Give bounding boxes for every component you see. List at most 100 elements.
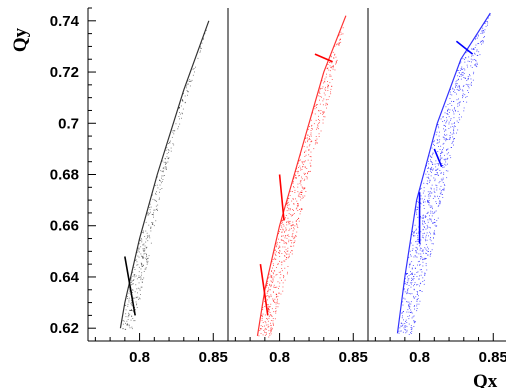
scatter-point [298,194,300,196]
scatter-point [157,204,159,206]
scatter-point [324,88,326,90]
scatter-point [444,158,446,160]
scatter-point [456,80,458,81]
scatter-point [301,208,303,210]
scatter-point [319,120,321,122]
scatter-point [413,289,415,291]
scatter-point [178,126,179,128]
scatter-point [299,209,300,210]
scatter-point [419,300,421,302]
scatter-point [331,79,333,80]
scatter-point [146,254,147,256]
scatter-point [413,235,415,237]
scatter-point [268,287,269,289]
scatter-point [411,317,413,319]
scatter-point [299,159,301,161]
scatter-point [443,158,445,160]
scatter-point [410,271,411,273]
scatter-point [481,30,483,32]
scatter-point [288,209,290,211]
scatter-point [298,170,299,172]
scatter-point [147,257,149,259]
scatter-point [136,304,137,306]
scatter-point [146,263,148,265]
scatter-point [340,41,342,43]
scatter-point [459,101,461,103]
scatter-point [484,36,485,37]
scatter-point [135,301,137,303]
scatter-point [126,320,128,322]
scatter-point [474,52,475,54]
scatter-point [309,156,311,157]
scatter-point [327,67,329,69]
scatter-point [150,206,152,208]
scatter-point [316,104,317,106]
scatter-point [278,271,280,273]
scatter-point [297,172,299,174]
scatter-point [342,33,344,35]
scatter-point [315,119,317,121]
scatter-point [445,122,447,124]
scatter-point [301,169,303,170]
scatter-point [469,61,471,62]
scatter-point [446,113,448,115]
scatter-point [445,126,446,127]
scatter-point [162,179,164,180]
scatter-point [271,275,273,277]
scatter-point [279,250,281,252]
scatter-point [432,164,433,165]
scatter-point [273,301,275,302]
scatter-point [420,248,422,249]
scatter-point [276,245,278,247]
scatter-point [290,191,292,192]
scatter-point [268,309,269,310]
scatter-point [134,274,135,276]
scatter-point [415,251,417,253]
scatter-point [282,235,284,237]
scatter-point [453,131,454,133]
scatter-point [125,309,127,311]
scatter-point [261,318,263,319]
scatter-point [443,187,445,189]
scatter-point [416,206,418,208]
scatter-point [415,296,417,298]
scatter-point [297,227,299,228]
scatter-point [433,222,435,224]
scatter-point [275,312,277,314]
scatter-point [180,105,182,107]
scatter-point [444,159,446,161]
scatter-point [467,76,469,77]
scatter-point [318,133,320,135]
scatter-point [482,42,484,44]
scatter-point [292,214,294,215]
scatter-point [415,246,417,248]
scatter-point [280,271,281,273]
scatter-point [429,215,430,217]
scatter-point [429,195,431,197]
scatter-point [305,176,307,177]
scatter-point [164,175,165,176]
scatter-point [302,164,304,165]
scatter-point [475,38,476,40]
scatter-point [427,246,428,248]
scatter-point [128,301,130,303]
scatter-point [419,260,420,262]
scatter-point [322,86,324,88]
scatter-point [424,227,425,228]
scatter-point [129,313,131,315]
scatter-point [155,205,157,207]
scatter-point [277,302,278,304]
scatter-point [460,78,462,80]
scatter-point [453,138,455,140]
scatter-point [295,208,297,210]
scatter-point [443,174,445,175]
scatter-point [144,249,146,251]
scatter-point [434,145,435,146]
scatter-point [328,85,329,86]
scatter-point [431,192,433,194]
scatter-point [420,203,422,205]
scatter-point [460,74,462,75]
scatter-point [130,300,132,302]
scatter-point [161,188,163,189]
scatter-point [442,177,444,179]
